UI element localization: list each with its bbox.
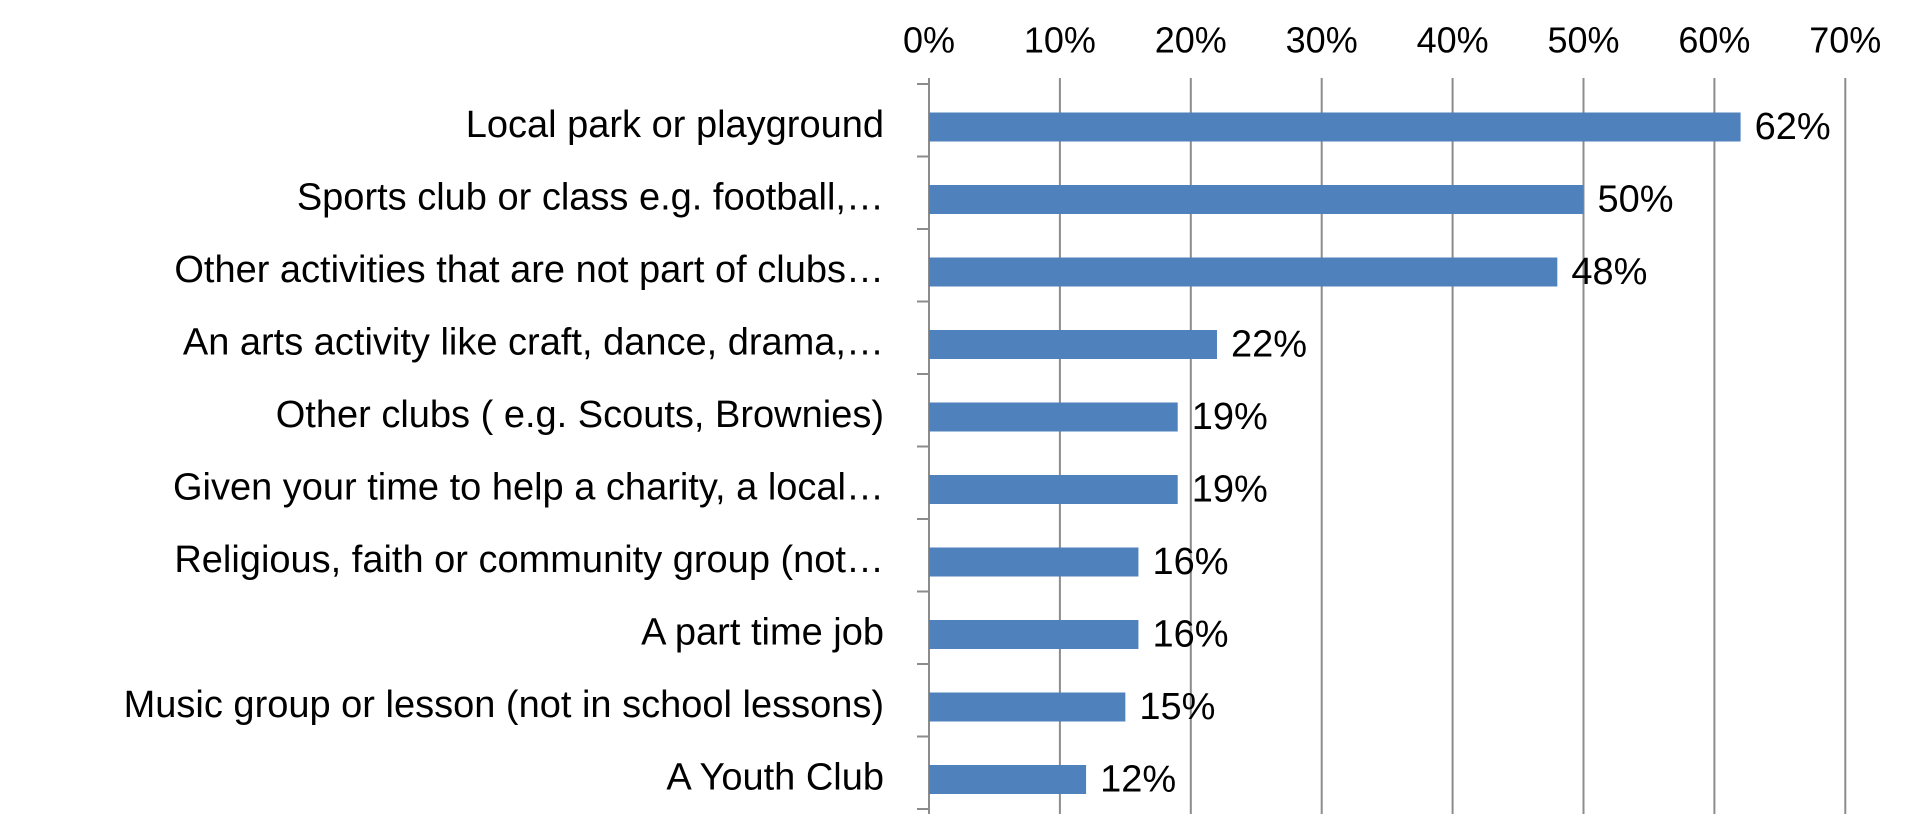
data-label: 22% bbox=[1231, 324, 1307, 366]
category-label: Sports club or class e.g. football,… bbox=[297, 177, 884, 219]
data-label: 19% bbox=[1192, 396, 1268, 438]
x-tick-label: 10% bbox=[1024, 20, 1096, 61]
bar bbox=[929, 692, 1126, 722]
x-tick-label: 0% bbox=[903, 20, 955, 61]
data-label: 15% bbox=[1139, 686, 1215, 728]
bar bbox=[929, 257, 1558, 287]
bar bbox=[929, 765, 1087, 794]
bar bbox=[929, 185, 1584, 214]
category-label: Local park or playground bbox=[466, 104, 884, 146]
data-label: 16% bbox=[1152, 614, 1228, 656]
data-label: 16% bbox=[1152, 541, 1228, 583]
bar bbox=[929, 475, 1178, 504]
data-label: 19% bbox=[1192, 469, 1268, 511]
bar bbox=[929, 330, 1217, 359]
category-label: Other activities that are not part of cl… bbox=[174, 249, 884, 291]
bar bbox=[929, 547, 1139, 577]
bar bbox=[929, 112, 1741, 142]
data-label: 50% bbox=[1598, 179, 1674, 221]
category-label: Other clubs ( e.g. Scouts, Brownies) bbox=[276, 394, 884, 436]
data-labels: 62% 50% 48% 22% 19% 19% 16% 16% 15% 12% bbox=[1100, 106, 1831, 801]
x-tick-label: 70% bbox=[1809, 20, 1881, 61]
x-axis-ticks: 0% 10% 20% 30% 40% 50% 60% 70% bbox=[903, 20, 1881, 810]
category-labels: Local park or playground Sports club or c… bbox=[124, 104, 884, 799]
data-label: 48% bbox=[1571, 251, 1647, 293]
data-label: 62% bbox=[1755, 106, 1831, 148]
category-label: Music group or lesson (not in school les… bbox=[124, 684, 884, 726]
x-tick-label: 60% bbox=[1678, 20, 1750, 61]
x-tick-label: 50% bbox=[1547, 20, 1619, 61]
bars bbox=[929, 112, 1741, 794]
data-label: 12% bbox=[1100, 759, 1176, 801]
category-label: Religious, faith or community group (not… bbox=[174, 539, 884, 581]
category-label: Given your time to help a charity, a loc… bbox=[173, 467, 884, 509]
bar bbox=[929, 402, 1178, 432]
category-label: An arts activity like craft, dance, dram… bbox=[183, 322, 884, 364]
x-tick-label: 20% bbox=[1155, 20, 1227, 61]
bar bbox=[929, 620, 1139, 649]
category-label: A Youth Club bbox=[666, 757, 884, 799]
x-tick-label: 40% bbox=[1417, 20, 1489, 61]
category-label: A part time job bbox=[641, 612, 884, 654]
x-tick-label: 30% bbox=[1286, 20, 1358, 61]
